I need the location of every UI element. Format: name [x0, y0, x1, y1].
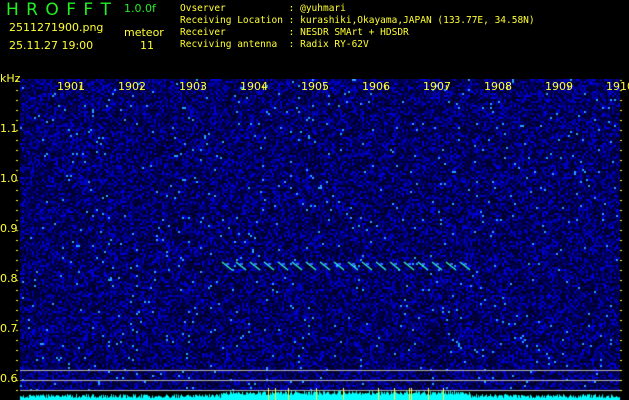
x-tick-label: 1901	[57, 80, 85, 93]
x-tick-label: 1904	[240, 80, 268, 93]
x-tick-label: 1907	[423, 80, 451, 93]
y-axis-unit: kHz	[0, 72, 21, 85]
y-tick-label: 0.7	[0, 322, 18, 335]
x-tick-label: 1909	[545, 80, 573, 93]
x-tick-label: 1910	[606, 80, 629, 93]
y-tick-label: 1.0	[0, 172, 18, 185]
y-tick-label: 0.6	[0, 372, 18, 385]
y-tick-label: 0.9	[0, 222, 18, 235]
info-receiver: Receiver : NESDR SMArt + HDSDR	[180, 27, 409, 38]
meteor-label: meteor	[124, 26, 164, 39]
x-tick-label: 1903	[179, 80, 207, 93]
x-tick-label: 1906	[362, 80, 390, 93]
info-location: Receiving Location : kurashiki,Okayama,J…	[180, 15, 535, 26]
y-tick-label: 0.8	[0, 272, 18, 285]
version-label: 1.0.0f	[124, 2, 156, 15]
x-tick-label: 1902	[118, 80, 146, 93]
x-tick-label: 1908	[484, 80, 512, 93]
info-observer: Ovserver : @yuhmari	[180, 3, 346, 14]
y-tick-label: 1.1	[0, 122, 18, 135]
filename-label: 2511271900.png	[9, 21, 104, 34]
info-antenna: Recviving antenna : Radix RY-62V	[180, 39, 369, 50]
meteor-count: 11	[140, 39, 154, 52]
spectrogram	[0, 79, 629, 400]
x-tick-label: 1905	[301, 80, 329, 93]
datetime-label: 25.11.27 19:00	[9, 39, 94, 52]
app-title: H R O F F T	[6, 0, 112, 20]
